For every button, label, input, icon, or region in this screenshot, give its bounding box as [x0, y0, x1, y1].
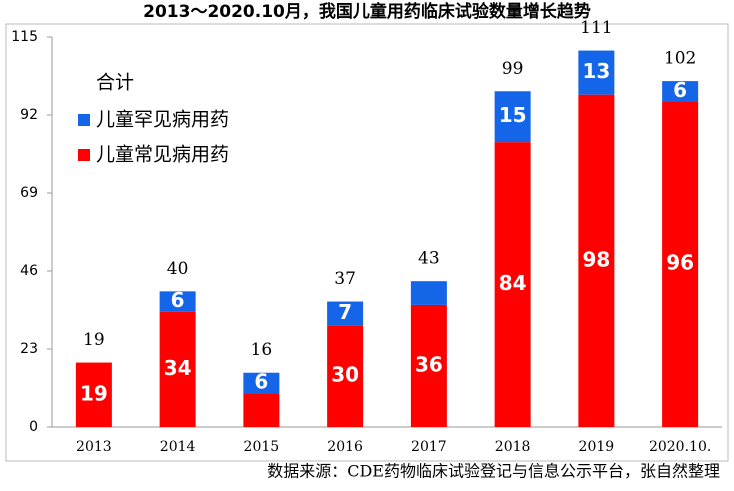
- legend-label: 儿童罕见病用药: [96, 109, 229, 131]
- bar-segment: [243, 372, 280, 394]
- y-tick-label: 46: [20, 263, 38, 279]
- bar-segment: [410, 281, 447, 305]
- total-label: 43: [418, 249, 440, 269]
- data-label: 15: [499, 103, 527, 127]
- legend-label: 儿童常见病用药: [96, 144, 229, 166]
- x-tick-label: 2016: [327, 439, 363, 455]
- data-label: 34: [164, 356, 192, 380]
- bar-segment: [662, 101, 699, 427]
- total-label: 111: [580, 18, 612, 38]
- x-tick-label: 2020.10.: [649, 439, 711, 455]
- chart-border: [5, 23, 729, 462]
- x-tick-label: 2014: [160, 439, 196, 455]
- data-label: 36: [415, 352, 443, 376]
- total-label: 19: [83, 330, 105, 350]
- bar-segment: [578, 94, 615, 428]
- total-label: 37: [334, 269, 356, 289]
- legend-swatch: [78, 149, 90, 161]
- total-label: 99: [502, 59, 524, 79]
- total-label: 16: [251, 340, 273, 360]
- data-label: 98: [582, 247, 610, 271]
- y-tick-label: 0: [29, 419, 38, 435]
- y-tick-label: 69: [20, 185, 38, 201]
- data-label: 6: [673, 78, 687, 102]
- y-tick-label: 23: [20, 341, 38, 357]
- x-tick-label: 2018: [495, 439, 531, 455]
- data-label: 19: [80, 381, 108, 405]
- bar-segment: [494, 142, 531, 427]
- bar-segment: [494, 91, 531, 143]
- bar-segment: [410, 304, 447, 427]
- bar-segment: [327, 325, 364, 427]
- bar-segment: [75, 362, 112, 427]
- y-tick-label: 92: [20, 107, 38, 123]
- data-label: 96: [666, 251, 694, 275]
- y-tick-label: 115: [11, 29, 38, 45]
- legend-header: 合计: [96, 72, 134, 94]
- bar-segment: [662, 81, 699, 102]
- x-tick-label: 2015: [244, 439, 280, 455]
- data-label: 6: [254, 369, 268, 393]
- bar-segment: [159, 311, 196, 427]
- data-label: 84: [499, 271, 527, 295]
- total-label: 102: [664, 49, 696, 69]
- x-tick-label: 2019: [579, 439, 615, 455]
- legend-swatch: [78, 114, 90, 126]
- data-label: 30: [331, 363, 359, 387]
- data-label: 6: [171, 288, 185, 312]
- total-label: 40: [167, 259, 189, 279]
- chart-title: 2013～2020.10月，我国儿童用药临床试验数量增长趋势: [143, 1, 591, 22]
- bar-segment: [578, 50, 615, 95]
- data-label: 13: [582, 59, 610, 83]
- x-tick-label: 2017: [411, 439, 447, 455]
- x-tick-label: 2013: [76, 439, 112, 455]
- bar-segment: [327, 301, 364, 326]
- source-note: 数据来源：CDE药物临床试验登记与信息公示平台，张自然整理: [267, 462, 720, 481]
- data-label: 7: [338, 300, 352, 324]
- bar-segment: [159, 291, 196, 312]
- bar-segment: [243, 393, 280, 427]
